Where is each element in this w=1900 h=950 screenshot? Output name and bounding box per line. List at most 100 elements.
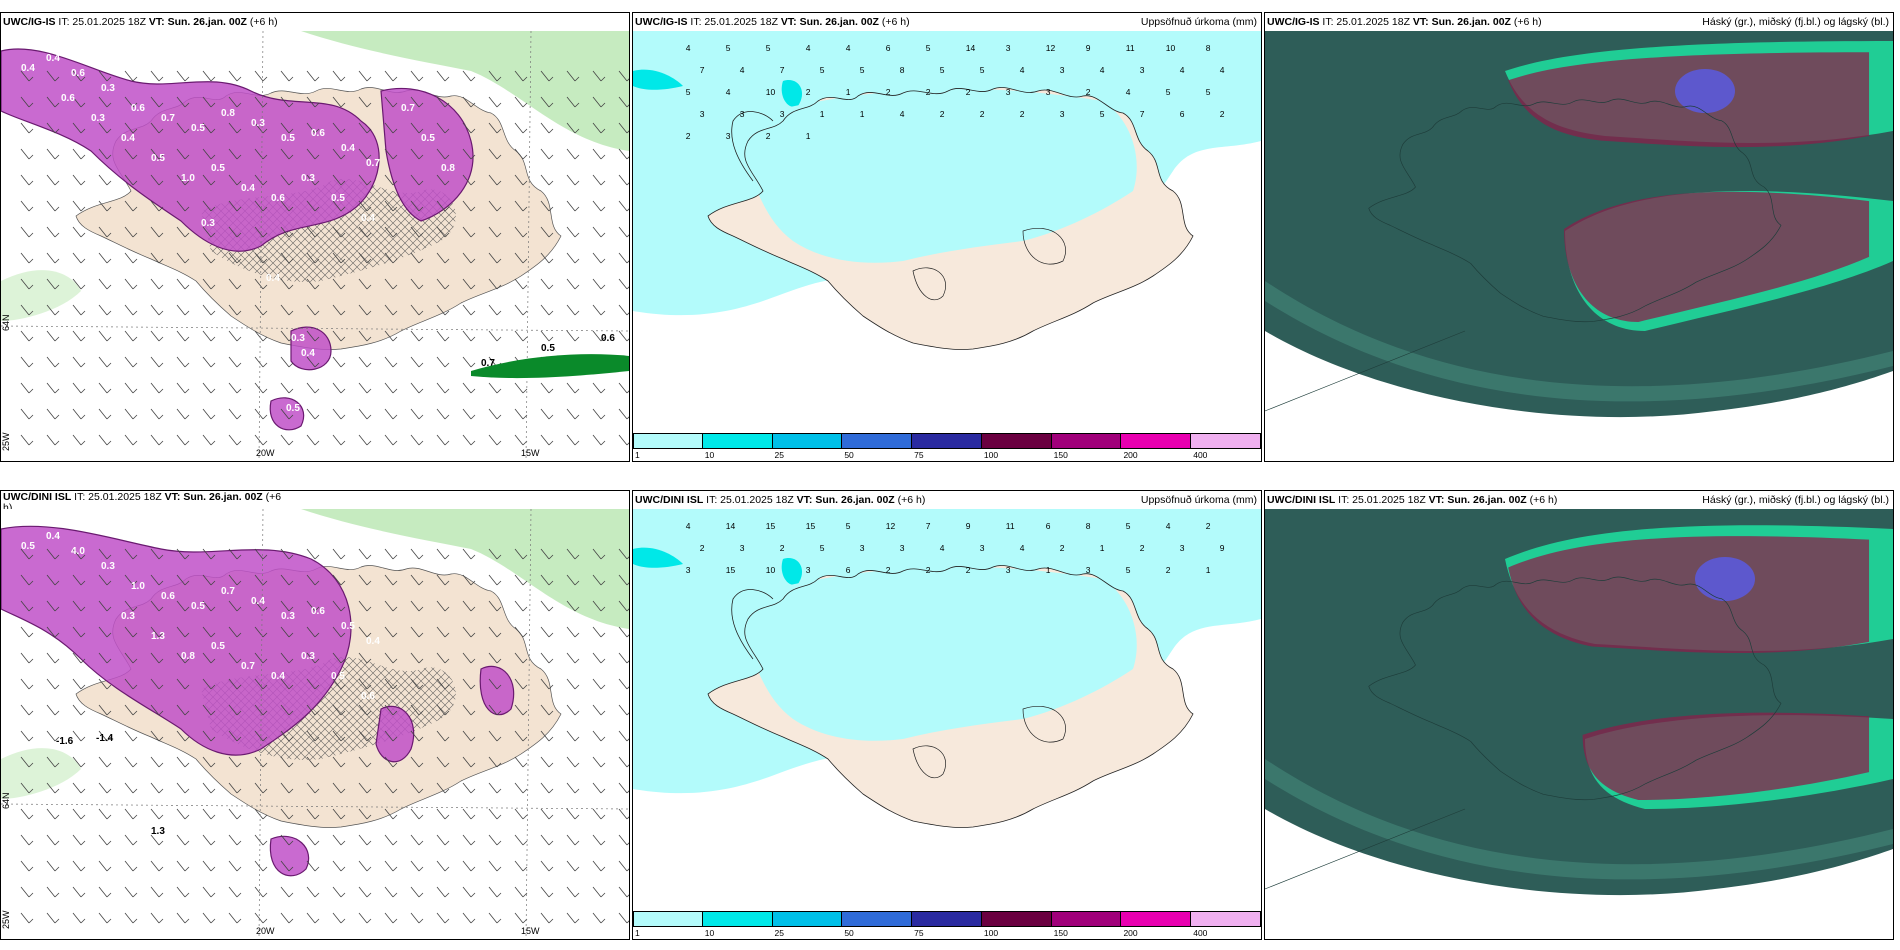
wind-barb: [20, 408, 30, 420]
wind-barb: [72, 96, 82, 108]
humidity-value-label: 0.3: [301, 173, 315, 184]
wind-barb: [384, 600, 394, 612]
wind-barb: [462, 356, 472, 368]
wind-barb-flag: [28, 336, 34, 342]
wind-barb: [384, 356, 394, 368]
wind-barb: [436, 96, 446, 108]
wind-barb: [566, 652, 576, 664]
grid-line: [258, 31, 264, 461]
wind-barb: [488, 730, 498, 742]
wind-barb-flag: [210, 554, 216, 560]
grid-label: 64N: [1, 314, 11, 331]
wind-barb: [410, 704, 420, 716]
wind-barb-flag: [418, 580, 424, 586]
wind-barb-flag: [262, 232, 268, 238]
wind-barb-flag: [262, 336, 268, 342]
wind-barb: [306, 148, 316, 160]
wind-barb-flag: [600, 388, 606, 394]
wind-barb-flag: [496, 414, 502, 420]
wind-barb-flag: [496, 388, 502, 394]
wind-barb: [72, 886, 82, 898]
wind-barb: [228, 626, 238, 638]
wind-barb: [384, 226, 394, 238]
high-cloud-area: [1564, 191, 1870, 323]
wind-barb: [306, 912, 316, 924]
wind-barb-flag: [548, 336, 554, 342]
wind-barb-flag: [444, 180, 450, 186]
wind-barb: [384, 886, 394, 898]
wind-barb-flag: [236, 206, 242, 212]
wind-barb-flag: [314, 866, 320, 872]
humidity-contour: [380, 87, 474, 222]
wind-barb: [150, 356, 160, 368]
wind-barb-flag: [548, 414, 554, 420]
wind-barb: [592, 122, 602, 134]
map-area[interactable]: [1265, 509, 1893, 939]
special-value-label: 0.7: [481, 358, 495, 369]
wind-barb: [436, 808, 446, 820]
wind-barb: [358, 600, 368, 612]
wind-barb-flag: [418, 440, 424, 446]
coastline-detail: [731, 111, 774, 182]
wind-barb-flag: [470, 206, 476, 212]
wind-barb: [514, 912, 524, 924]
wind-barb: [228, 782, 238, 794]
wind-barb-flag: [262, 388, 268, 394]
colorbar-swatch: [842, 433, 913, 449]
wind-barb-flag: [80, 918, 86, 924]
wind-barb-flag: [210, 388, 216, 394]
humidity-purple-area: [1, 48, 380, 252]
colorbar-tick-label: 10: [704, 450, 715, 460]
precip-value-label: 7: [700, 65, 705, 75]
wind-barb-flag: [444, 892, 450, 898]
wind-barb-flag: [80, 180, 86, 186]
grid-label: 25W: [1, 432, 11, 451]
wind-barb: [592, 148, 602, 160]
wind-barb: [436, 330, 446, 342]
colorbar-swatch: [912, 433, 982, 449]
map-area[interactable]: 20W 15W 64N 25W 0.4 0.4 0.6 0.3 0.6 0.7 0.5 0.8 0.3 0…: [1, 31, 629, 461]
panel-header: UWC/IG-IS IT: 25.01.2025 18Z VT: Sun. 26…: [635, 16, 910, 28]
wind-barb: [592, 782, 602, 794]
wind-barb: [46, 860, 56, 872]
wind-barb-flag: [314, 102, 320, 108]
humidity-green-area: [301, 509, 629, 629]
wind-barb: [384, 860, 394, 872]
wind-barb: [462, 382, 472, 394]
map-area[interactable]: 4 14 15 15 5 12 7 9 11 6 8 5 4 2 2 3 2 5 3 3 4 3 4 2 1 2 3 9 3 15 10 3 6…: [633, 509, 1261, 939]
wind-barb: [228, 652, 238, 664]
precip-value-label: 14: [966, 43, 976, 53]
wind-barb: [228, 70, 238, 82]
wind-barb-flag: [314, 232, 320, 238]
wind-barb-flag: [548, 580, 554, 586]
wind-barb: [280, 278, 290, 290]
wind-barb-flag: [522, 154, 528, 160]
wind-barb-flag: [496, 554, 502, 560]
wind-barb-flag: [288, 180, 294, 186]
wind-barb-flag: [418, 388, 424, 394]
precip-value-label: 5: [1126, 565, 1131, 575]
precip-value-label: 10: [1166, 43, 1176, 53]
wind-barb: [124, 912, 134, 924]
wind-barb-flag: [314, 788, 320, 794]
wind-barb-flag: [574, 284, 580, 290]
map-area[interactable]: [1265, 31, 1893, 461]
precip-value-label: 2: [1166, 565, 1171, 575]
humidity-value-label: 0.3: [251, 118, 265, 129]
map-area[interactable]: 20W 15W 64N 25W 0.5 0.4 4.0 0.3 1.0 0.6 0.5 0.7 0.4 0…: [1, 509, 629, 939]
panel-cloud-igis: UWC/IG-IS IT: 25.01.2025 18Z VT: Sun. 26…: [1264, 12, 1894, 462]
wind-barb-flag: [314, 362, 320, 368]
colorbar-swatch: [772, 433, 843, 449]
wind-barb-flag: [574, 336, 580, 342]
map-area[interactable]: 4 5 5 4 4 6 5 14 3 12 9 11 10 8 7 4 7 5 5 8 5 5 4 3 4 3 4 4 5 4 10 2 1 2 2…: [633, 31, 1261, 461]
wind-barb-flag: [54, 554, 60, 560]
wind-barb-flag: [600, 440, 606, 446]
wind-barb-flag: [574, 206, 580, 212]
wind-barb-flag: [262, 440, 268, 446]
colorbar-tick-label: 400: [1193, 450, 1208, 460]
wind-barb: [124, 434, 134, 446]
wind-barb: [98, 730, 108, 742]
wind-barb: [254, 834, 264, 846]
wind-barb-flag: [470, 414, 476, 420]
wind-barb: [254, 912, 264, 924]
